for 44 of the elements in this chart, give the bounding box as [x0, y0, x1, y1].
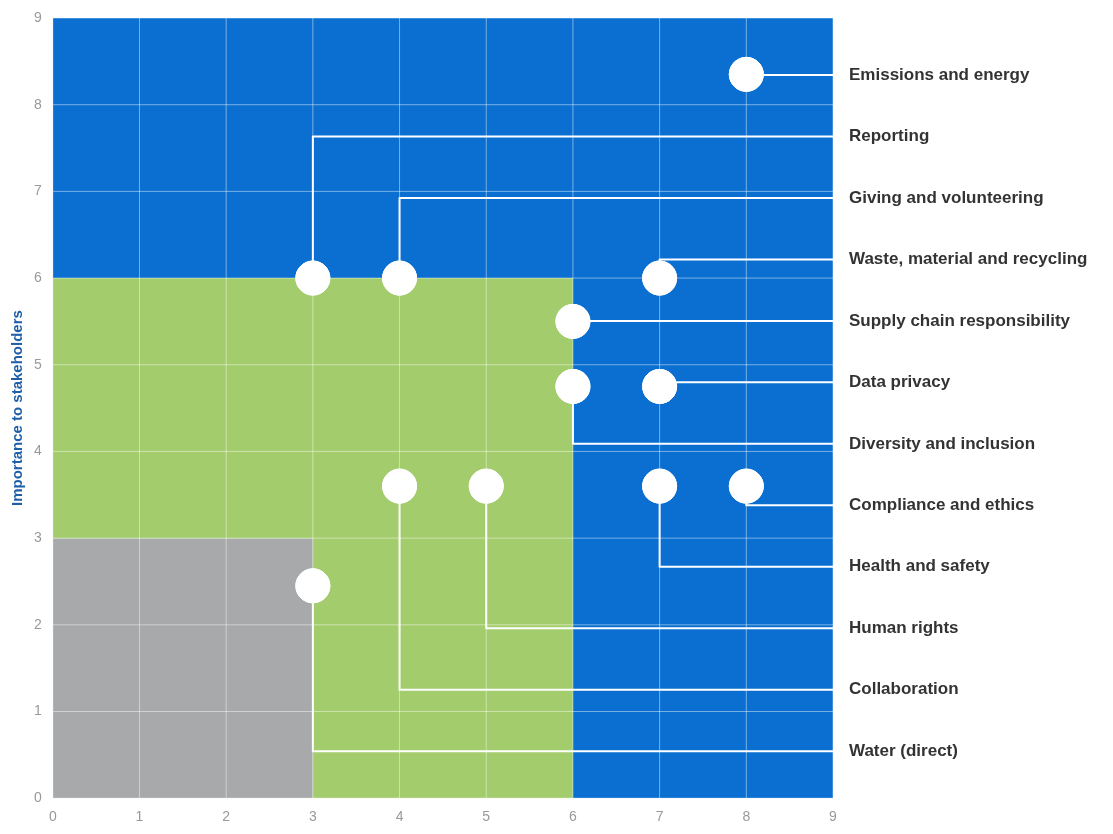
point: [468, 468, 504, 504]
x-tick-label: 9: [829, 808, 838, 825]
y-axis-title: Importance to stakeholders: [8, 310, 26, 507]
annotation: Water (direct): [849, 740, 958, 760]
y-tick-label: 5: [33, 355, 42, 372]
x-tick-label: 8: [742, 808, 751, 825]
y-tick-label: 4: [33, 442, 42, 459]
point: [555, 368, 591, 404]
y-tick-label: 2: [33, 615, 42, 632]
point: [295, 568, 331, 604]
annotation: Human rights: [849, 617, 959, 637]
annotation: Compliance and ethics: [849, 495, 1035, 514]
point: [728, 468, 764, 504]
y-tick-label: 0: [33, 789, 42, 806]
x-tick-label: 0: [48, 808, 57, 825]
x-tick-label: 2: [222, 808, 231, 825]
y-tick-label: 8: [33, 95, 42, 112]
y-tick-label: 6: [33, 268, 42, 285]
point: [642, 468, 678, 504]
y-tick-label: 1: [33, 702, 42, 719]
y-tick-label: 7: [33, 182, 42, 199]
annotation: Reporting: [849, 126, 930, 146]
x-tick-label: 4: [395, 808, 404, 825]
point: [642, 368, 678, 404]
point: [728, 56, 764, 92]
x-tick-label: 5: [482, 808, 491, 825]
x-tick-label: 1: [135, 808, 144, 825]
y-tick-label: 9: [33, 8, 42, 25]
point: [642, 260, 678, 296]
annotation: Giving and volunteering: [849, 187, 1044, 207]
x-tick-label: 3: [308, 808, 317, 825]
x-tick-label: 6: [569, 808, 578, 825]
point: [382, 260, 418, 296]
annotation: Waste, material and recycling: [849, 249, 1088, 269]
y-tick-label: 3: [33, 528, 42, 545]
annotation: Health and safety: [849, 556, 991, 576]
annotation: Diversity and inclusion: [849, 433, 1036, 453]
annotation: Emissions and energy: [849, 64, 1030, 84]
annotation: Data privacy: [849, 372, 951, 392]
annotation: Supply chain responsibility: [849, 310, 1071, 330]
point: [382, 468, 418, 504]
annotation: Collaboration: [849, 679, 959, 699]
x-tick-label: 7: [655, 808, 664, 825]
point: [555, 303, 591, 339]
